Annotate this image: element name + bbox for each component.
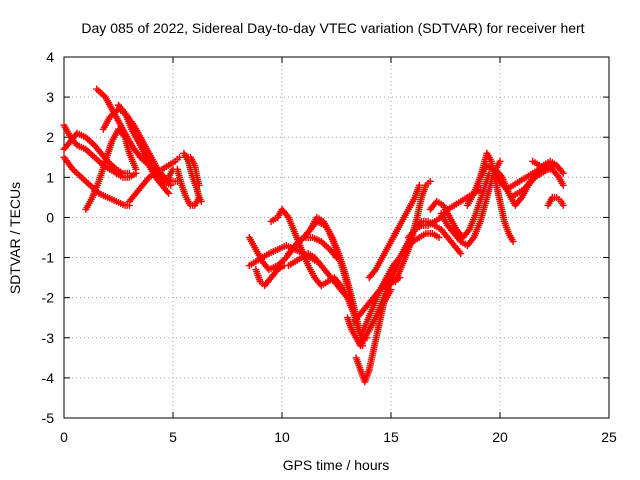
- series-arc-32: [492, 161, 558, 209]
- data-point-marker: [321, 241, 329, 249]
- data-point-marker: [125, 169, 133, 177]
- y-tick-label: 0: [46, 209, 54, 225]
- data-point-marker: [283, 212, 291, 220]
- data-point-marker: [279, 257, 287, 265]
- y-tick-label: 2: [46, 129, 54, 145]
- data-point-marker: [96, 88, 104, 96]
- series-arc-35: [544, 193, 567, 209]
- data-point-marker: [496, 157, 504, 165]
- series-arc-34: [529, 157, 567, 189]
- data-point-marker: [94, 87, 102, 95]
- x-tick-label: 15: [383, 429, 399, 445]
- data-point-marker: [72, 169, 80, 177]
- x-tick-label: 20: [492, 429, 508, 445]
- data-point-marker: [455, 248, 463, 256]
- series-arc-11: [173, 165, 203, 209]
- data-point-marker: [83, 178, 91, 186]
- series-arc-3: [60, 129, 133, 177]
- series-arc-31: [474, 149, 517, 246]
- data-point-marker: [132, 165, 140, 173]
- data-point-marker: [195, 181, 203, 189]
- y-tick-label: 3: [46, 89, 54, 105]
- data-point-marker: [464, 227, 472, 235]
- data-point-marker: [559, 181, 567, 189]
- data-points: [60, 85, 567, 386]
- y-tick-label: -1: [42, 250, 55, 266]
- series-arc-28: [426, 169, 493, 241]
- data-point-marker: [370, 267, 378, 275]
- data-point-marker: [509, 238, 517, 246]
- series-arc-15: [252, 262, 288, 290]
- data-point-marker: [86, 181, 94, 189]
- x-tick-label: 25: [601, 429, 617, 445]
- y-tick-label: 1: [46, 169, 54, 185]
- data-point-marker: [74, 170, 82, 178]
- data-point-marker: [305, 227, 313, 235]
- y-tick-label: -3: [42, 330, 55, 346]
- data-point-marker: [85, 148, 93, 156]
- data-point-marker: [91, 153, 99, 161]
- data-point-marker: [167, 181, 175, 189]
- series-arc-25: [365, 181, 423, 282]
- x-tick-label: 5: [169, 429, 177, 445]
- series-arc-17: [285, 250, 351, 302]
- data-point-marker: [559, 169, 567, 177]
- y-tick-label: -5: [42, 410, 55, 426]
- data-point-marker: [290, 243, 298, 251]
- data-point-marker: [93, 85, 101, 93]
- x-tick-label: 0: [60, 429, 68, 445]
- series-arc-12: [182, 153, 203, 189]
- y-axis-label: SDTVAR / TECUs: [7, 182, 23, 294]
- series-arc-29: [437, 157, 504, 250]
- data-point-marker: [554, 172, 562, 180]
- data-point-marker: [426, 177, 434, 185]
- data-point-marker: [516, 195, 524, 203]
- data-point-marker: [195, 193, 203, 201]
- grid-lines: [64, 57, 609, 418]
- data-point-marker: [94, 156, 102, 164]
- data-point-marker: [176, 153, 184, 161]
- data-point-marker: [120, 108, 128, 116]
- data-point-marker: [79, 175, 87, 183]
- data-point-marker: [77, 173, 85, 181]
- data-point-marker: [469, 235, 477, 243]
- data-point-marker: [96, 158, 104, 166]
- axis-ticks: 0 5 10 15 20 25 -5 -4 -3 -2 -1 0 1 2 3 4: [42, 49, 617, 445]
- data-point-marker: [89, 152, 97, 160]
- series-arc-19: [300, 213, 371, 342]
- data-point-marker: [76, 172, 84, 180]
- data-point-marker: [165, 189, 173, 197]
- data-point-marker: [322, 242, 330, 250]
- data-point-marker: [92, 155, 100, 163]
- y-tick-label: -4: [42, 370, 55, 386]
- data-point-marker: [497, 172, 505, 180]
- data-point-marker: [85, 136, 93, 144]
- plot-frame: [63, 56, 610, 419]
- data-point-marker: [87, 150, 95, 158]
- data-point-marker: [558, 168, 566, 176]
- y-tick-label: -2: [42, 290, 55, 306]
- data-point-marker: [163, 188, 171, 196]
- data-point-marker: [415, 181, 423, 189]
- data-point-marker: [98, 90, 106, 98]
- data-point-marker: [435, 234, 443, 241]
- chart-title: Day 085 of 2022, Sidereal Day-to-day VTE…: [81, 20, 584, 36]
- data-point-marker: [81, 177, 89, 185]
- x-tick-label: 10: [274, 429, 290, 445]
- data-point-marker: [87, 138, 95, 146]
- y-tick-label: 4: [46, 49, 54, 65]
- data-point-marker: [457, 250, 465, 258]
- x-axis-label: GPS time / hours: [283, 457, 390, 473]
- data-point-marker: [84, 180, 92, 188]
- data-point-marker: [559, 201, 567, 209]
- series-arc-26: [391, 177, 434, 286]
